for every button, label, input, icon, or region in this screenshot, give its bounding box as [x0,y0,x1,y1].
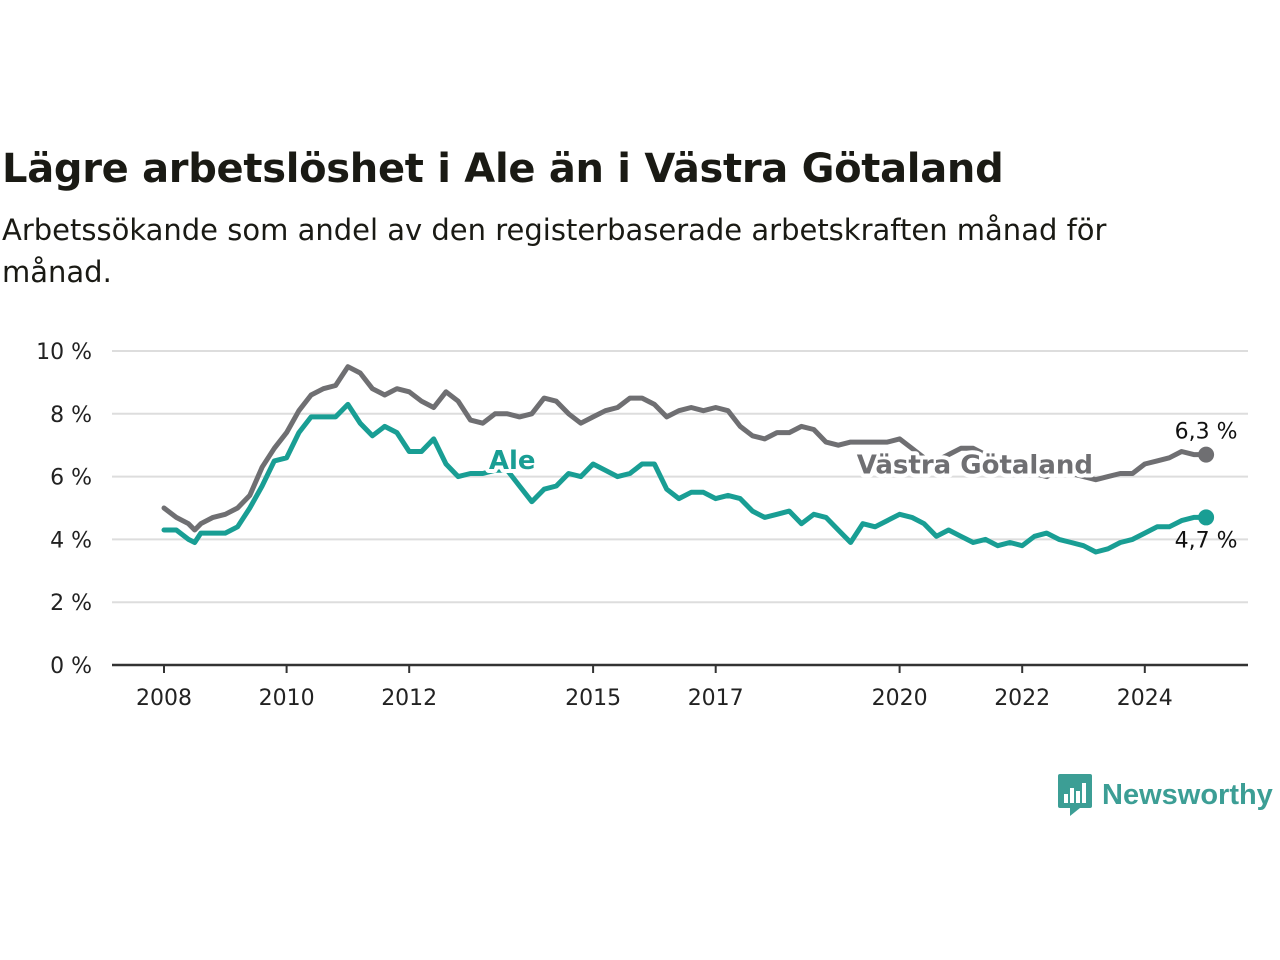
brand-logo: Newsworthy [1058,772,1273,818]
y-tick-label: 10 % [36,340,92,365]
series-end-label: 4,7 % [1175,528,1238,553]
series-name-label: Ale [489,446,536,476]
y-tick-label: 0 % [50,654,92,679]
x-tick-label: 2017 [688,686,744,711]
series-end-dot-0 [1198,446,1215,463]
x-tick-label: 2008 [136,686,192,711]
series-name-label: Västra Götaland [857,450,1093,480]
gridlines [112,350,1248,604]
x-axis: 2008 2010 2012 2015 2017 2020 2022 2024 [112,663,1248,711]
y-tick-label: 4 % [50,528,92,553]
chart-subtitle: Arbetssökande som andel av den registerb… [2,213,1107,289]
y-tick-label: 2 % [50,591,92,616]
brand-name: Newsworthy [1102,778,1273,811]
chart-title: Lägre arbetslöshet i Ale än i Västra Göt… [2,146,1004,192]
series-end-label: 6,3 % [1175,420,1238,445]
series-labels: 6,3 % Västra Götaland 4,7 % Ale [485,420,1238,554]
x-tick-label: 2022 [994,686,1050,711]
y-tick-label: 6 % [50,466,92,491]
y-axis-ticks: 0 % 2 % 4 % 6 % 8 % 10 % [36,340,92,679]
series-lines [161,364,1215,555]
x-tick-label: 2020 [872,686,928,711]
x-tick-label: 2024 [1117,686,1173,711]
x-tick-label: 2010 [259,686,315,711]
x-tick-label: 2012 [381,686,437,711]
series-end-dot-1 [1198,509,1215,526]
x-tick-label: 2015 [565,686,621,711]
newsworthy-logo-icon [1058,774,1092,816]
series-line-0 [161,364,1209,533]
series-line-1 [161,401,1209,555]
y-tick-label: 8 % [50,403,92,428]
